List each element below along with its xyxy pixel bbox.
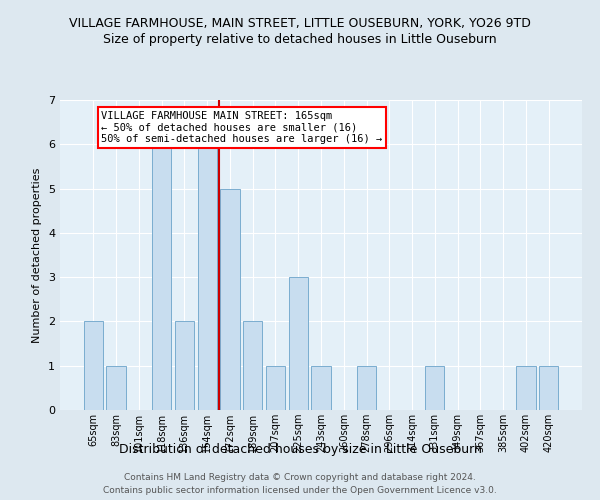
- Text: Distribution of detached houses by size in Little Ouseburn: Distribution of detached houses by size …: [119, 442, 481, 456]
- Bar: [152, 144, 172, 410]
- Bar: [289, 277, 308, 410]
- Text: Contains public sector information licensed under the Open Government Licence v3: Contains public sector information licen…: [103, 486, 497, 495]
- Bar: [539, 366, 558, 410]
- Text: Contains HM Land Registry data © Crown copyright and database right 2024.: Contains HM Land Registry data © Crown c…: [124, 472, 476, 482]
- Y-axis label: Number of detached properties: Number of detached properties: [32, 168, 43, 342]
- Bar: [243, 322, 262, 410]
- Bar: [220, 188, 239, 410]
- Text: VILLAGE FARMHOUSE MAIN STREET: 165sqm
← 50% of detached houses are smaller (16)
: VILLAGE FARMHOUSE MAIN STREET: 165sqm ← …: [101, 111, 383, 144]
- Text: Size of property relative to detached houses in Little Ouseburn: Size of property relative to detached ho…: [103, 32, 497, 46]
- Bar: [197, 144, 217, 410]
- Bar: [266, 366, 285, 410]
- Bar: [311, 366, 331, 410]
- Bar: [106, 366, 126, 410]
- Bar: [84, 322, 103, 410]
- Text: VILLAGE FARMHOUSE, MAIN STREET, LITTLE OUSEBURN, YORK, YO26 9TD: VILLAGE FARMHOUSE, MAIN STREET, LITTLE O…: [69, 18, 531, 30]
- Bar: [516, 366, 536, 410]
- Bar: [425, 366, 445, 410]
- Bar: [175, 322, 194, 410]
- Bar: [357, 366, 376, 410]
